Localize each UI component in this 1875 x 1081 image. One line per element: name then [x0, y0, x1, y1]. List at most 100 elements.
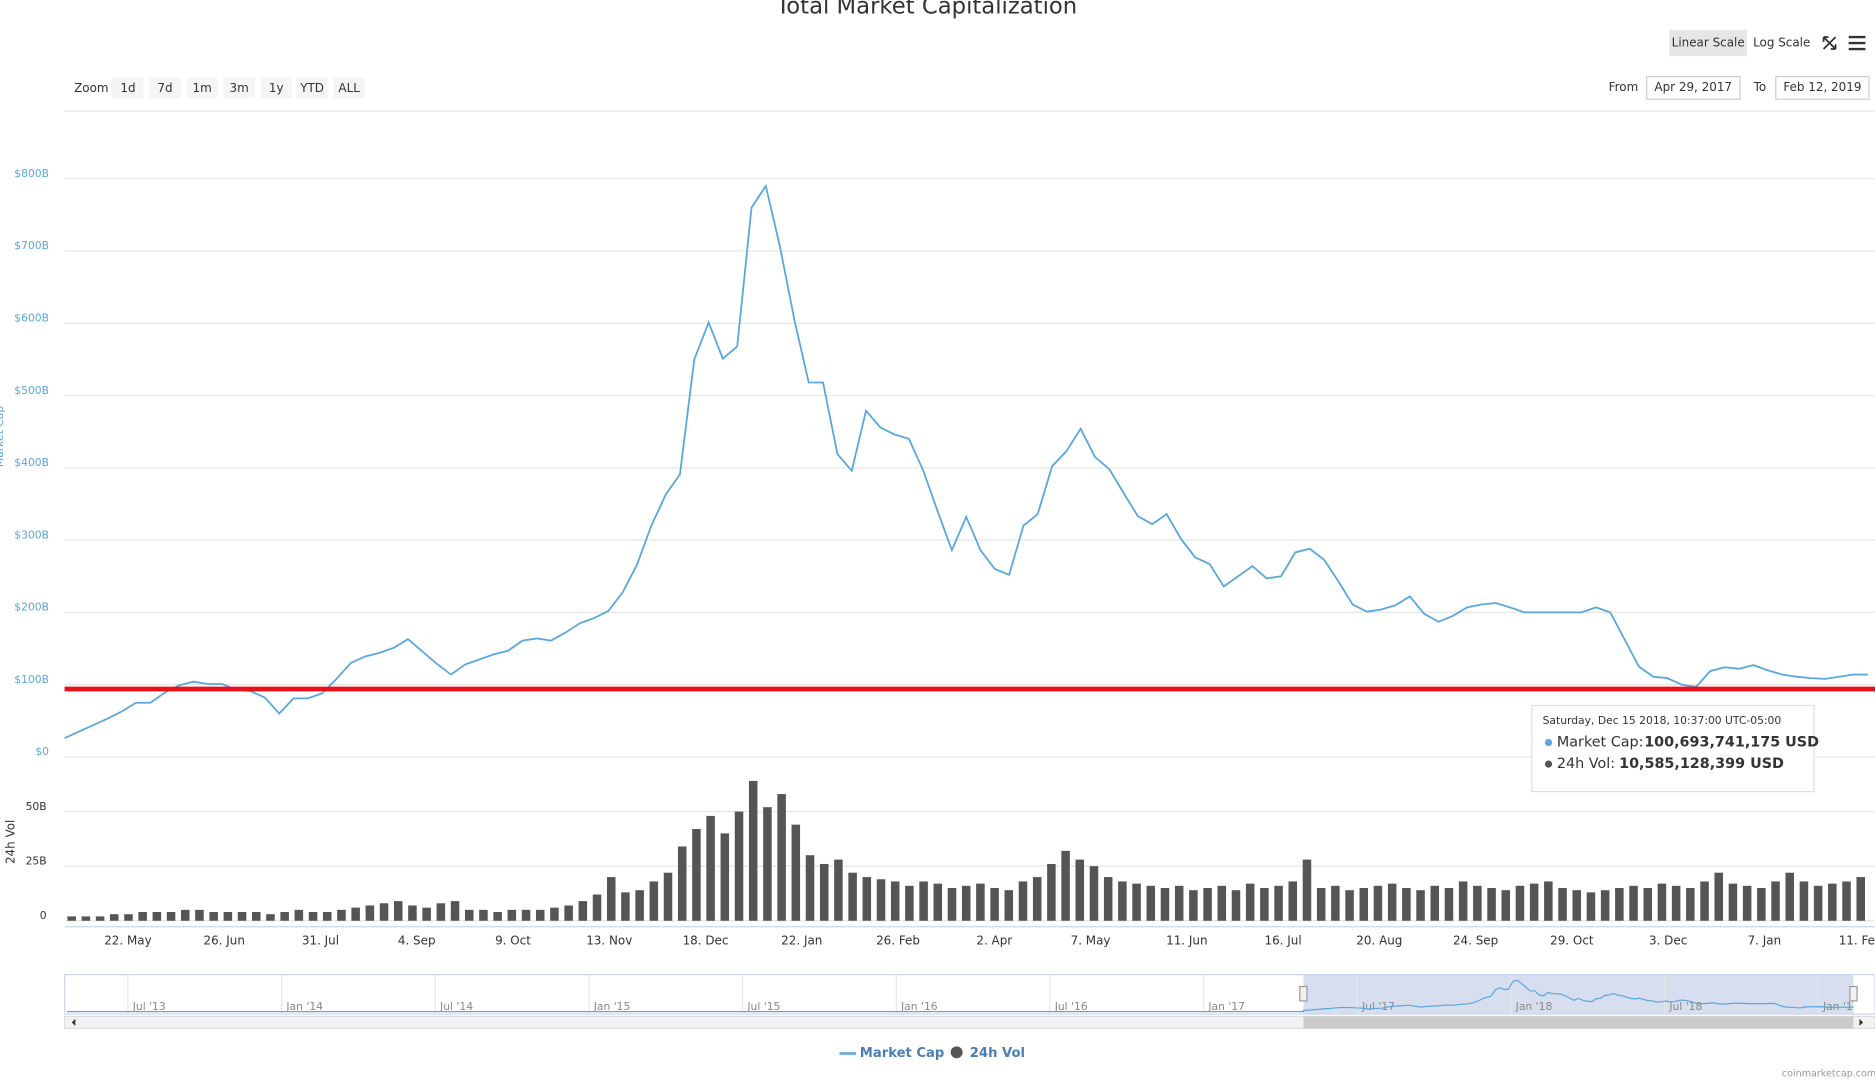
volume-bar — [322, 912, 332, 921]
zoom-button-label[interactable]: 7d — [157, 81, 172, 95]
tooltip-date: Saturday, Dec 15 2018, 10:37:00 UTC-05:0… — [1543, 714, 1782, 727]
volume-bar — [1345, 890, 1354, 921]
navigator-label: Jan '18 — [1515, 1000, 1553, 1013]
volume-bar — [1174, 885, 1184, 921]
y-tick-label: $800B — [14, 167, 49, 180]
tooltip-vol-value: 10,585,128,399 USD — [1619, 756, 1784, 772]
y2-tick-label: 0 — [40, 909, 47, 922]
zoom-button-label[interactable]: 1d — [120, 81, 135, 95]
volume-bar — [1799, 881, 1809, 921]
volume-bar — [919, 881, 928, 921]
volume-bar — [166, 912, 176, 921]
x-tick-label: 20. Aug — [1356, 934, 1402, 948]
zoom-button-label[interactable]: 1m — [192, 81, 211, 95]
zoom-button[interactable] — [296, 77, 328, 99]
volume-bar — [834, 859, 843, 921]
volume-bar — [677, 846, 687, 921]
scale-button-label[interactable]: Linear Scale — [1672, 36, 1745, 50]
volume-bar — [933, 883, 943, 921]
to-input[interactable] — [1775, 75, 1870, 100]
zoom-button-label[interactable]: 3m — [230, 81, 249, 95]
legend-dot[interactable] — [950, 1046, 963, 1059]
volume-bar — [1373, 885, 1383, 921]
fullscreen-icon[interactable] — [1822, 36, 1837, 50]
zoom-button-label[interactable]: 1y — [269, 81, 284, 95]
volume-bar — [1700, 881, 1709, 921]
volume-bar — [1615, 887, 1624, 921]
scrollbar-thumb[interactable] — [1303, 1016, 1854, 1029]
x-tick-label: 24. Sep — [1453, 934, 1498, 948]
navigator-label: Jan '16 — [900, 1000, 938, 1013]
zoom-button[interactable] — [149, 77, 181, 99]
y-tick-label: $0 — [35, 745, 49, 758]
navigator-selection[interactable] — [1303, 974, 1854, 1015]
volume-bar — [450, 901, 460, 921]
volume-bar — [138, 912, 147, 921]
to-value[interactable]: Feb 12, 2019 — [1783, 80, 1861, 94]
volume-bar — [1075, 859, 1085, 921]
zoom-button-label[interactable]: ALL — [338, 81, 360, 95]
from-value[interactable]: Apr 29, 2017 — [1654, 80, 1732, 94]
navigator-handle[interactable] — [1299, 985, 1308, 1002]
volume-bar — [1288, 881, 1298, 921]
zoom-button[interactable] — [223, 77, 255, 99]
volume-bar — [649, 881, 659, 921]
x-tick-label: 13. Nov — [586, 934, 632, 948]
volume-bar — [1473, 885, 1482, 921]
navigator-label: Jan '15 — [593, 1000, 631, 1013]
volume-bar — [1203, 887, 1212, 921]
y-axis-label: Market Cap — [0, 406, 6, 467]
volume-bar — [777, 794, 786, 921]
volume-bar — [1558, 887, 1567, 921]
zoom-button[interactable] — [186, 77, 218, 99]
from-label: From — [1609, 80, 1639, 94]
zoom-button[interactable] — [260, 77, 292, 99]
volume-bar — [720, 833, 730, 921]
legend-label[interactable]: Market Cap — [860, 1046, 945, 1061]
volume-bar — [81, 916, 91, 921]
navigator-label: Jan '14 — [285, 1000, 323, 1013]
zoom-button[interactable] — [333, 77, 365, 99]
scale-button-label[interactable]: Log Scale — [1753, 36, 1810, 50]
navigator-label: Jan '1 — [1822, 1000, 1853, 1013]
y-tick-label: $200B — [14, 601, 49, 614]
volume-bar — [1657, 883, 1667, 921]
y-tick-label: $300B — [14, 528, 49, 541]
zoom-button-label[interactable]: YTD — [299, 81, 324, 95]
scale-button[interactable] — [1750, 29, 1813, 57]
legend-label[interactable]: 24h Vol — [970, 1046, 1025, 1061]
volume-bar — [1771, 881, 1780, 921]
volume-bar — [266, 914, 275, 921]
volume-bar — [294, 909, 304, 921]
tooltip-dot — [1544, 739, 1553, 747]
from-input[interactable] — [1646, 75, 1741, 100]
x-tick-label: 7. Jan — [1748, 934, 1782, 948]
volume-bar — [1302, 859, 1312, 921]
volume-bar — [1032, 877, 1042, 921]
volume-bar — [408, 905, 417, 921]
x-tick-label: 4. Sep — [398, 934, 436, 948]
scale-button[interactable] — [1669, 29, 1748, 57]
x-tick-label: 11. Jun — [1166, 934, 1207, 948]
volume-bar — [890, 881, 900, 921]
x-tick-label: 31. Jul — [302, 934, 339, 948]
volume-bar — [550, 907, 559, 921]
volume-bar — [1047, 863, 1056, 921]
chart-title: Total Market Capitalization — [775, 0, 1077, 20]
tooltip-cap-value: 100,693,741,175 USD — [1644, 735, 1819, 751]
y-tick-label: $600B — [14, 311, 49, 324]
volume-bar — [1103, 877, 1113, 921]
volume-bar — [1231, 890, 1241, 921]
volume-bar — [1189, 890, 1198, 921]
menu-icon[interactable] — [1848, 35, 1866, 51]
volume-bar — [209, 912, 218, 921]
volume-bar — [521, 909, 531, 921]
volume-bar — [1714, 872, 1723, 921]
volume-bar — [976, 883, 985, 921]
navigator-handle[interactable] — [1849, 985, 1858, 1002]
volume-bar — [1544, 881, 1553, 921]
zoom-button[interactable] — [112, 77, 144, 99]
navigator-label: Jul '13 — [132, 1000, 166, 1013]
volume-bar — [393, 901, 403, 921]
